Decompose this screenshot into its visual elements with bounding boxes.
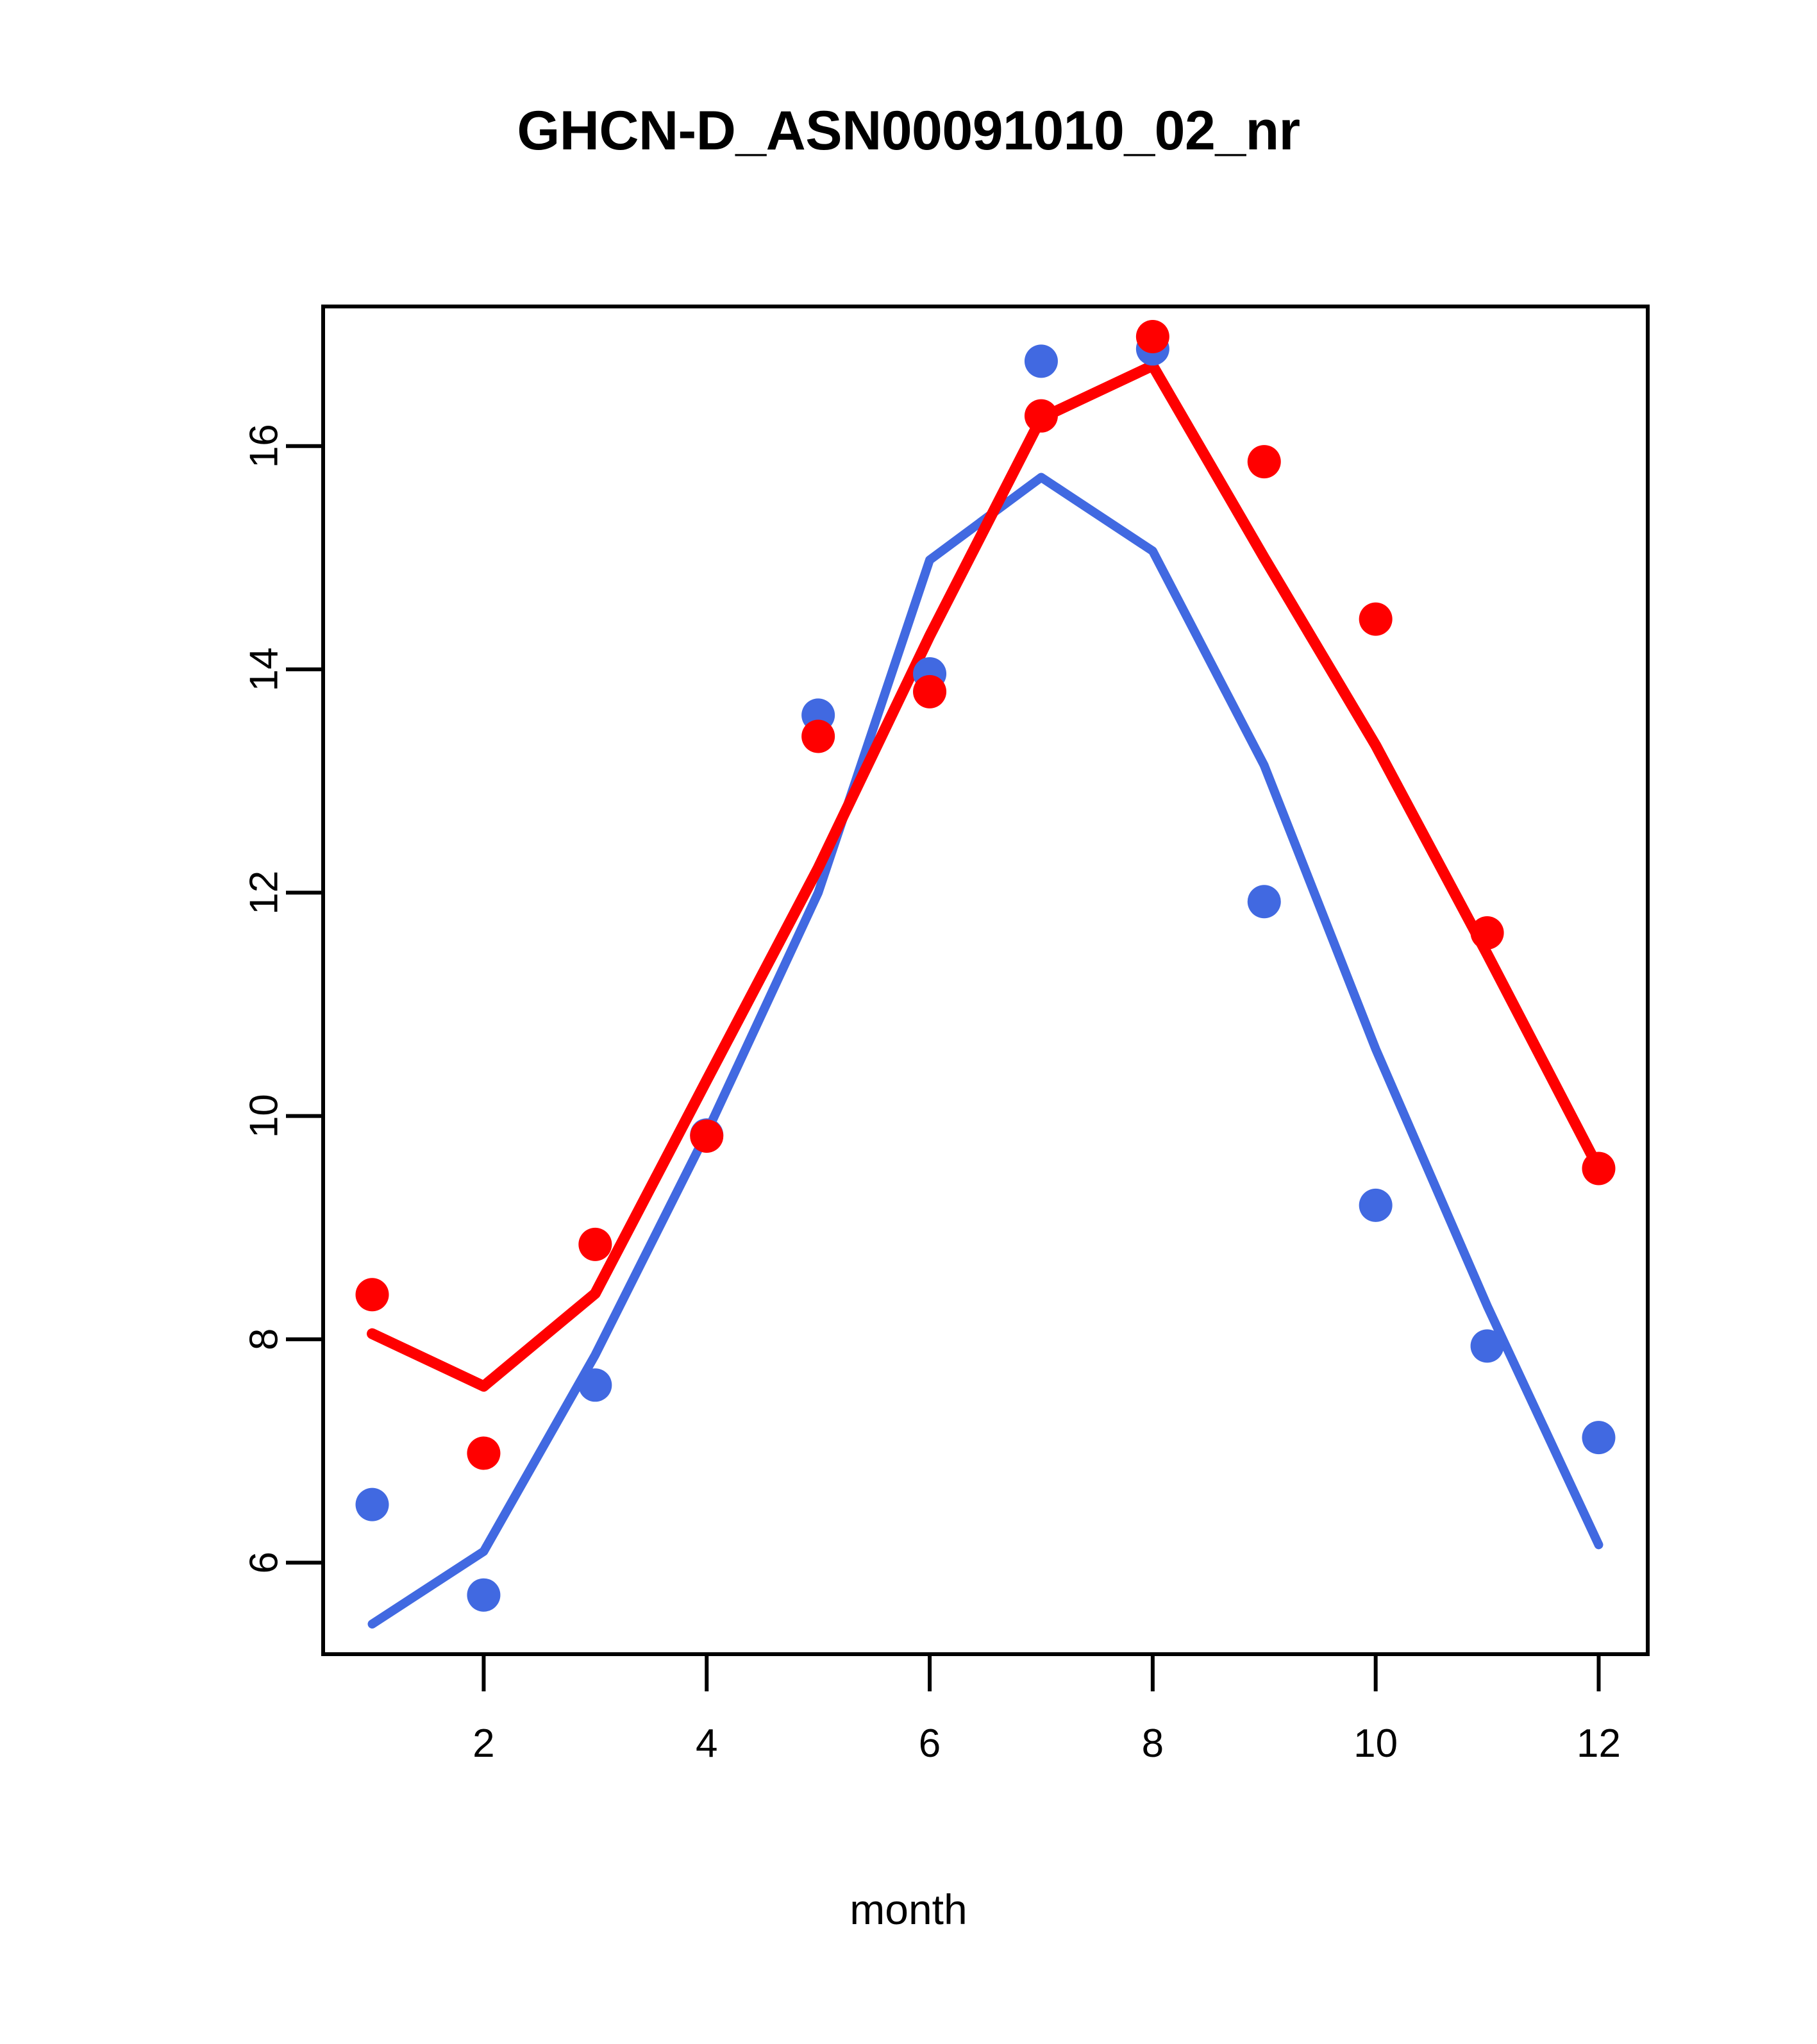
data-point bbox=[1582, 1152, 1616, 1185]
red-line bbox=[367, 360, 1604, 1392]
data-point bbox=[1359, 602, 1393, 636]
data-point bbox=[913, 674, 947, 708]
data-point bbox=[1247, 445, 1281, 479]
page-title: GHCN-D_ASN00091010_02_nr bbox=[517, 100, 1300, 162]
data-point bbox=[467, 1436, 501, 1470]
data-point bbox=[467, 1578, 501, 1612]
data-point bbox=[1582, 1421, 1616, 1455]
y-axis: 6 8 10 12 14 16 bbox=[242, 424, 323, 1573]
x-axis-tick-label: 12 bbox=[1577, 1721, 1621, 1766]
y-axis-tick-label: 12 bbox=[242, 871, 287, 915]
data-point bbox=[1470, 916, 1504, 950]
y-axis-tick-label: 14 bbox=[242, 648, 287, 692]
data-point bbox=[578, 1227, 612, 1261]
x-axis-tick-label: 4 bbox=[696, 1721, 717, 1766]
blue-line bbox=[367, 473, 1603, 1629]
data-point bbox=[1247, 885, 1281, 919]
x-axis: 2 4 6 8 10 12 bbox=[473, 1654, 1621, 1766]
data-point bbox=[1470, 1329, 1504, 1363]
data-point bbox=[1024, 344, 1058, 378]
red-points bbox=[355, 320, 1616, 1470]
x-axis-tick-label: 2 bbox=[473, 1721, 494, 1766]
y-axis-tick-label: 10 bbox=[242, 1094, 287, 1138]
data-point bbox=[355, 1278, 389, 1312]
y-axis-tick-label: 6 bbox=[242, 1552, 287, 1573]
y-axis-tick-label: 8 bbox=[242, 1328, 287, 1350]
data-point bbox=[690, 1119, 724, 1153]
data-point bbox=[1024, 399, 1058, 433]
data-point bbox=[578, 1368, 612, 1402]
x-axis-tick-label: 6 bbox=[919, 1721, 941, 1766]
y-axis-tick-label: 16 bbox=[242, 424, 287, 468]
data-point bbox=[801, 719, 835, 753]
data-point bbox=[1135, 320, 1169, 354]
x-axis-tick-label: 10 bbox=[1353, 1721, 1398, 1766]
data-point bbox=[355, 1487, 389, 1521]
data-series-layer bbox=[355, 320, 1616, 1629]
data-point bbox=[1359, 1188, 1393, 1222]
plot-frame bbox=[321, 305, 1650, 1656]
x-axis-label: month bbox=[850, 1886, 967, 1933]
x-axis-tick-label: 8 bbox=[1142, 1721, 1164, 1766]
